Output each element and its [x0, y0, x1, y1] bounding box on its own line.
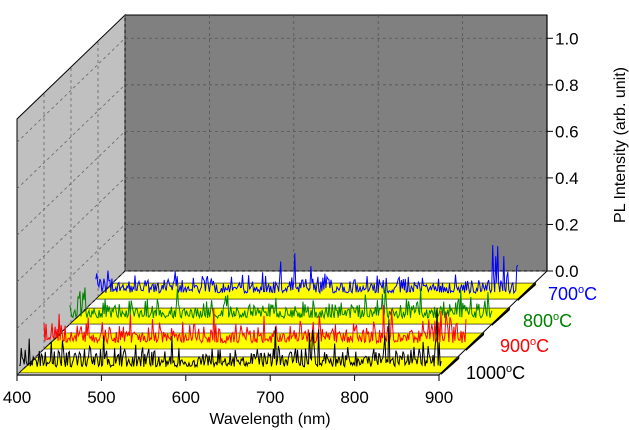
y-tick-label: 0.8: [555, 76, 579, 95]
back-wall: [124, 14, 548, 272]
y-tick-label: 0.2: [555, 215, 579, 234]
series-label-800: 800oC: [523, 311, 572, 331]
series-label-700: 700oC: [548, 284, 597, 304]
x-tick-label: 900: [425, 388, 453, 407]
series-800: [69, 285, 511, 327]
y-tick-label: 0.4: [555, 169, 579, 188]
x-tick-label: 600: [172, 388, 200, 407]
series-ribbon-edge: [466, 333, 484, 351]
chart-walls: [16, 13, 548, 377]
series-line: [95, 244, 519, 295]
series-line: [43, 305, 467, 345]
series-1000: [18, 308, 460, 375]
chart-axes: 0.0 0.2 0.4 0.6 0.8 1.0 400 500 600 700 800 900: [3, 15, 579, 407]
side-grid-line: [16, 37, 126, 143]
series-700: [95, 244, 537, 302]
x-tick-label: 800: [340, 388, 368, 407]
x-tick-label: 400: [3, 388, 31, 407]
side-grid-line: [16, 224, 126, 329]
series-label-1000: 1000oC: [466, 363, 525, 383]
series-ribbon-edge: [491, 308, 510, 327]
side-grid-line: [16, 177, 126, 283]
series-900: [43, 305, 485, 351]
x-tick-label: 700: [256, 388, 284, 407]
series-label-900: 900oC: [500, 336, 549, 356]
y-axis-title: PL Intensity (arb. unit): [612, 67, 629, 223]
y-tick-label: 1.0: [555, 29, 579, 48]
series-ribbons: [18, 244, 537, 375]
chart-legend: 700oC 800oC 900oC 1000oC: [466, 284, 597, 383]
depth-axis-line: [438, 270, 548, 376]
series-line: [19, 308, 442, 369]
x-axis-title: Wavelength (nm): [209, 411, 330, 428]
y-tick-label: 0.0: [555, 262, 579, 281]
x-tick-label: 500: [87, 388, 115, 407]
series-ribbon-edge: [441, 356, 460, 375]
series-line: [69, 285, 493, 320]
y-tick-label: 0.6: [555, 122, 579, 141]
series-ribbon-edge: [517, 283, 536, 302]
